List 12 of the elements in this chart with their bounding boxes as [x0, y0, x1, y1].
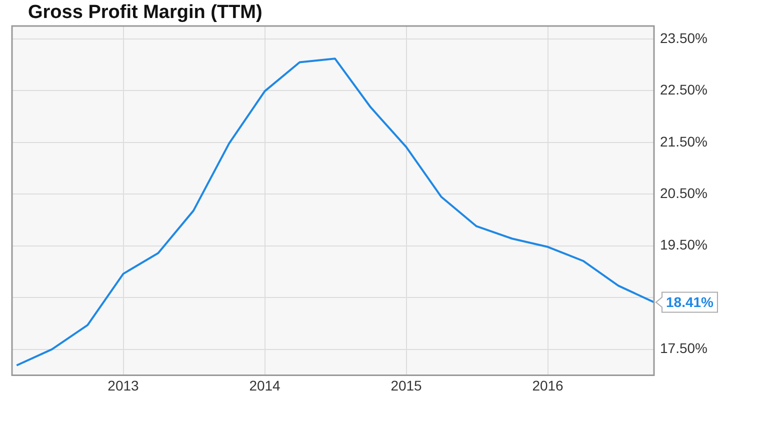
x-tick-label: 2015	[390, 377, 422, 394]
y-tick-label: 20.50%	[660, 184, 708, 201]
y-tick-label: 22.50%	[660, 82, 708, 98]
y-tick-label: 23.50%	[660, 30, 708, 46]
data-label: 18.41%	[666, 294, 714, 310]
y-tick-label: 19.50%	[660, 236, 708, 253]
chart-title: Gross Profit Margin (TTM)	[28, 2, 262, 24]
x-tick-label: 2016	[532, 377, 564, 394]
x-tick-label: 2014	[249, 377, 281, 394]
y-tick-label: 17.50%	[660, 340, 708, 356]
x-tick-label: 2013	[108, 377, 140, 394]
y-tick-label: 21.50%	[660, 133, 708, 150]
